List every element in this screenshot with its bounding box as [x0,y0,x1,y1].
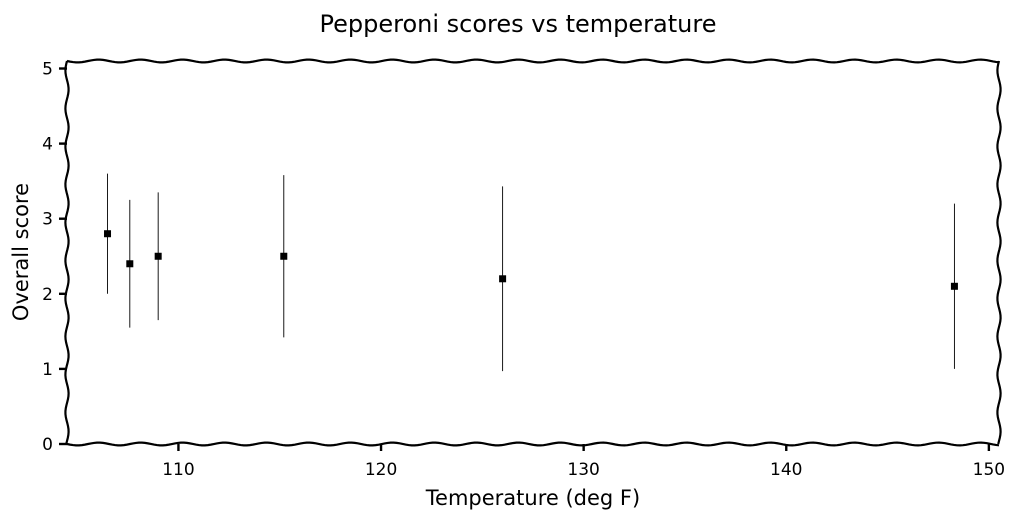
data-point [499,275,507,283]
plot-frame-left [64,60,70,445]
y-tick-label: 3 [42,210,53,230]
y-axis-label: Overall score [9,183,33,321]
plot-frame-bottom [66,441,1000,447]
plot-frame-top [66,58,1000,64]
data-point [280,252,288,260]
y-axis-ticks: 0 1 2 3 4 5 [42,60,67,455]
x-tick-label: 140 [770,460,802,480]
y-tick-label: 1 [42,360,53,380]
data-point [154,252,162,260]
data-point [104,230,112,238]
y-tick-label: 5 [42,60,53,80]
data-point [126,260,134,268]
x-tick-label: 120 [365,460,397,480]
x-tick-label: 130 [567,460,599,480]
plot-frame-right [996,60,1002,445]
data-point [950,282,958,290]
x-tick-label: 150 [973,460,1005,480]
data-points [104,230,958,290]
x-axis-ticks: 110 120 130 140 150 [162,444,1005,480]
x-axis-label: Temperature (deg F) [425,486,640,510]
y-tick-label: 0 [42,435,53,455]
y-tick-label: 2 [42,285,53,305]
x-tick-label: 110 [162,460,194,480]
error-bars [107,173,955,372]
y-tick-label: 4 [42,135,53,155]
plot-frame [64,58,1002,447]
chart-title: Pepperoni scores vs temperature [320,10,717,38]
